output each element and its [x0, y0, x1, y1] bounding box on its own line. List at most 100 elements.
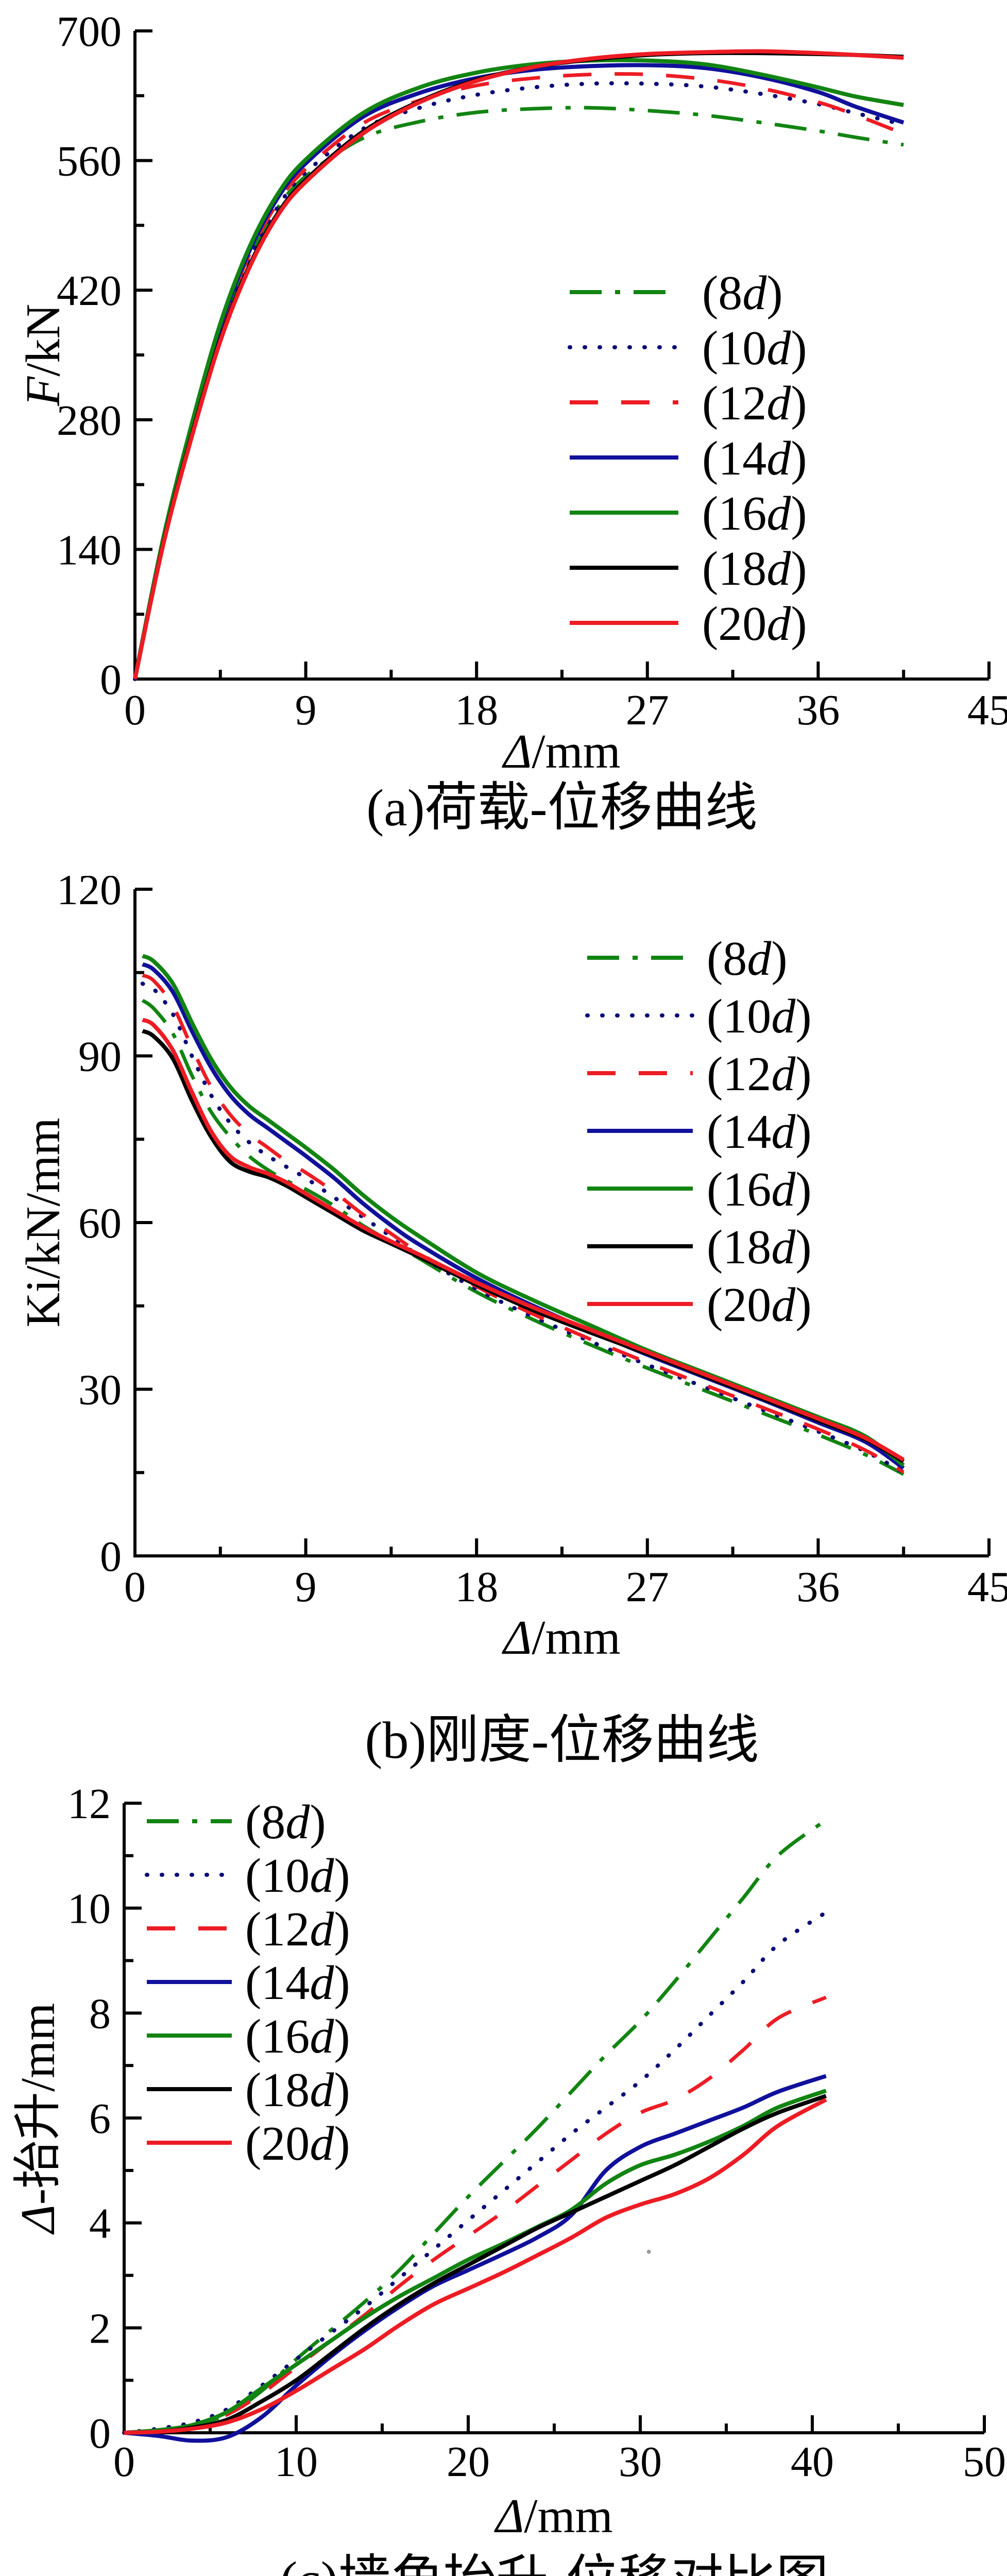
chart-c-x-label-symbol: Δ [496, 2489, 524, 2543]
curve-20d [141, 1018, 905, 1462]
curve-10d [140, 981, 906, 1475]
x-tick-label: 10 [275, 2438, 318, 2486]
series-c [122, 1818, 828, 2443]
legend-label: (16d) [702, 487, 807, 540]
x-tick-label: 36 [796, 686, 840, 734]
chart-a-x-axis-label: Δ/mm [135, 726, 989, 777]
y-tick-label: 0 [100, 1533, 122, 1581]
y-tick-label: 420 [57, 267, 122, 315]
y-tick-label: 10 [67, 1885, 111, 1933]
curve-10d [122, 1910, 828, 2435]
curve-20d [133, 49, 904, 680]
x-tick-label: 18 [455, 1563, 498, 1611]
artifact-dot [646, 2249, 651, 2254]
chart-b-stiffness-displacement: 0 9 18 27 36 450306090120(8d)(10d)(12d)(14d)(… [57, 876, 1007, 1611]
legend-label: (8d) [702, 266, 783, 320]
chart-b-caption: (b)刚度-位移曲线 [365, 1711, 759, 1770]
legend-label: (20d) [702, 597, 807, 651]
tick-labels-b: 0 9 18 27 36 45 0 30 60 90 120 [57, 876, 1007, 1611]
y-tick-label: 0 [89, 2410, 111, 2458]
chart-a-load-displacement: 0 9 18 27 36 45 0 140 280 420 560 700 (8d)(10d)(12d)… [57, 8, 1007, 734]
legend-label: (14d) [245, 1956, 350, 2010]
legend-label: (20d) [707, 1278, 812, 1332]
chart-a-y-axis-label: F/kN [16, 303, 70, 406]
series-a [133, 49, 906, 681]
x-tick-label: 45 [967, 1563, 1007, 1611]
legend-label: (16d) [245, 2010, 350, 2063]
y-tick-label: 4 [89, 2200, 111, 2248]
chart-b-x-label-unit: /mm [532, 1611, 621, 1665]
legend-label: (18d) [702, 542, 807, 596]
y-tick-label: 2 [89, 2304, 111, 2352]
curve-18d [124, 2094, 827, 2435]
tick-labels-a: 0 9 18 27 36 45 0 140 280 420 560 700 [57, 8, 1007, 734]
x-tick-label: 18 [455, 686, 498, 734]
legend-label: (10d) [702, 321, 807, 375]
tick-labels-c: 0 10 20 30 40 50 0 2 4 6 8 10 12 [67, 1780, 1006, 2486]
x-tick-label: 36 [796, 1563, 840, 1611]
chart-c-caption: (c)墙角抬升-位移对比图 [124, 2553, 984, 2576]
legend-label: (16d) [707, 1163, 812, 1216]
chart-c-y-label-symbol: Δ [11, 2205, 65, 2233]
chart-c-x-axis-label: Δ/mm [124, 2491, 984, 2542]
chart-c-x-label-unit: /mm [524, 2489, 613, 2543]
legend-label: (18d) [245, 2063, 350, 2117]
x-tick-label: 40 [791, 2438, 834, 2486]
axes-a [133, 29, 991, 681]
axis-line [133, 31, 989, 681]
curve-12d [124, 1995, 827, 2435]
x-tick-label: 20 [447, 2438, 490, 2486]
chart-b-y-axis-label: Ki/kN/mm [16, 1117, 70, 1328]
chart-c-y-axis-label: Δ-抬升/mm [11, 2003, 65, 2233]
chart-b-y-label-unit: Ki/kN/mm [16, 1117, 70, 1328]
chart-a-caption: (a)荷载-位移曲线 [366, 779, 758, 837]
x-tick-label: 30 [619, 2438, 662, 2486]
y-tick-label: 8 [89, 1990, 111, 2038]
chart-a-y-label-symbol: F [16, 376, 70, 406]
x-tick-label: 27 [626, 1563, 669, 1611]
chart-a-x-label-unit: /mm [532, 725, 621, 778]
legend-label: (20d) [245, 2117, 350, 2171]
x-tick-label: 45 [967, 686, 1007, 734]
legend-label: (18d) [707, 1221, 812, 1274]
y-tick-label: 560 [57, 138, 122, 185]
curve-16d [133, 58, 904, 680]
x-tick-label: 27 [626, 686, 669, 734]
legend-label: (8d) [707, 932, 788, 986]
y-tick-label: 120 [57, 876, 122, 914]
y-tick-label: 0 [100, 656, 122, 704]
legend-label: (14d) [707, 1105, 812, 1159]
y-tick-label: 700 [57, 8, 122, 56]
x-tick-label: 0 [124, 1563, 146, 1611]
legend-label: (14d) [702, 432, 807, 485]
chart-a-x-label-symbol: Δ [503, 725, 532, 778]
x-tick-label: 9 [295, 1563, 317, 1611]
legend-label: (12d) [707, 1047, 812, 1101]
x-tick-label: 0 [113, 2438, 135, 2486]
axes-b [133, 888, 991, 1557]
y-tick-label: 140 [57, 526, 122, 574]
y-tick-label: 30 [78, 1366, 122, 1414]
curve-16d [124, 2089, 827, 2435]
curve-8d [124, 1818, 827, 2435]
y-tick-label: 60 [78, 1199, 122, 1247]
x-tick-label: 50 [963, 2438, 1006, 2486]
legend-label: (12d) [245, 1903, 350, 1956]
series-b [140, 954, 906, 1476]
legend-label: (10d) [707, 990, 812, 1043]
chart-c-y-label-unit: -抬升/mm [11, 2003, 65, 2205]
chart-a-y-label-unit: /kN [16, 303, 70, 377]
chart-b-x-label-symbol: Δ [503, 1611, 532, 1665]
legend-b: (8d)(10d)(12d)(14d)(16d)(18d)(20d) [585, 932, 812, 1332]
y-tick-label: 6 [89, 2095, 111, 2143]
y-tick-label: 90 [78, 1033, 122, 1081]
curve-8d [141, 998, 904, 1476]
legend-a: (8d)(10d)(12d)(14d)(16d)(18d)(20d) [568, 266, 807, 651]
legend-label: (12d) [702, 377, 807, 430]
x-tick-label: 0 [124, 686, 146, 734]
legend-c: (8d)(10d)(12d)(14d)(16d)(18d)(20d) [145, 1795, 350, 2171]
legend-label: (8d) [245, 1795, 326, 1849]
y-tick-label: 280 [57, 397, 122, 445]
